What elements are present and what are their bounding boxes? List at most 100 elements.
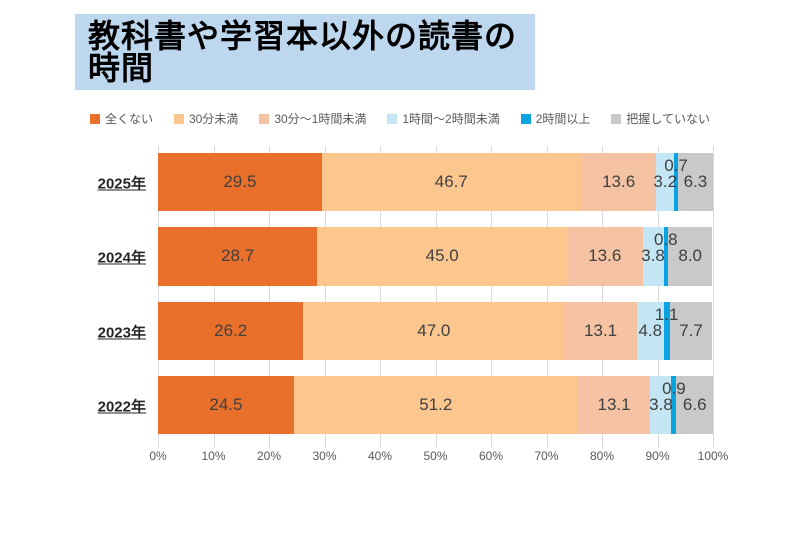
year-label: 2022年 bbox=[97, 398, 146, 416]
legend-label: 全くない bbox=[104, 112, 153, 126]
stacked-bar: 29.5 46.7 13.6 3.2 0.7 6.3 bbox=[158, 153, 713, 212]
legend-swatch bbox=[520, 113, 531, 124]
legend-label: 1時間～2時間未満 bbox=[402, 112, 500, 126]
x-tick-label: 10% bbox=[201, 449, 226, 463]
x-tick-label: 20% bbox=[256, 449, 282, 463]
gridline bbox=[435, 146, 437, 448]
segment-value-label: 6.3 bbox=[683, 172, 708, 192]
plot-area: 2025年 29.5 46.7 13.6 3.2 0.7 6.3 2024年 28.7 45.0 1… bbox=[98, 146, 714, 448]
x-tick-label: 30% bbox=[312, 449, 337, 463]
bar-row: 2023年 26.2 47.0 13.1 4.8 1.1 7.7 bbox=[98, 295, 713, 369]
legend-swatch bbox=[259, 113, 270, 124]
segment-value-label: 46.7 bbox=[434, 172, 468, 192]
legend-item: 1時間～2時間未満 bbox=[387, 110, 500, 127]
segment-value-label: 0.9 bbox=[662, 378, 686, 398]
year-label: 2023年 bbox=[97, 324, 146, 342]
segment-value-label: 0.8 bbox=[653, 230, 678, 250]
bar-segment: 13.6 bbox=[567, 227, 643, 286]
stacked-bar: 24.5 51.2 13.1 3.8 0.9 6.6 bbox=[158, 375, 714, 434]
legend: 全くない 30分未満 30分～1時間未満 1時間～2時間未満 2時間以上 把握していない bbox=[0, 110, 800, 127]
gridline bbox=[546, 146, 548, 448]
segment-value-label: 13.6 bbox=[602, 172, 636, 192]
segment-value-label: 4.8 bbox=[638, 320, 663, 340]
x-tick-label: 90% bbox=[645, 449, 670, 463]
title-banner: 教科書や学習本以外の読書の時間 bbox=[75, 14, 535, 90]
legend-swatch bbox=[611, 113, 622, 124]
bar-segment: 45.0 bbox=[317, 227, 568, 286]
bar-segment: 46.7 bbox=[321, 153, 581, 212]
year-label: 2024年 bbox=[97, 249, 146, 267]
x-tick-label: 40% bbox=[367, 449, 393, 463]
bar-segment: 3.8 bbox=[641, 227, 665, 286]
bar-segment: 4.8 bbox=[636, 301, 664, 360]
bar-row: 2022年 24.5 51.2 13.1 3.8 0.9 6.6 bbox=[98, 369, 714, 443]
year-label: 2025年 bbox=[97, 175, 146, 193]
bar-segment: 1.1 bbox=[655, 301, 678, 360]
bar-segment: 13.6 bbox=[580, 153, 657, 212]
gridline bbox=[269, 146, 270, 448]
segment-value-label: 47.0 bbox=[417, 320, 451, 340]
legend-label: 30分未満 bbox=[188, 112, 239, 126]
segment-value-label: 45.0 bbox=[425, 246, 459, 266]
bar-segment: 26.2 bbox=[158, 301, 304, 360]
bar-row: 2024年 28.7 45.0 13.6 3.8 0.8 8.0 bbox=[98, 220, 713, 294]
segment-value-label: 51.2 bbox=[419, 394, 453, 414]
segment-value-label: 3.8 bbox=[649, 394, 673, 414]
x-tick-label: 0% bbox=[149, 449, 167, 463]
segment-value-label: 6.6 bbox=[682, 394, 707, 414]
gridline bbox=[213, 146, 215, 448]
legend-item: 30分未満 bbox=[173, 110, 239, 127]
bar-segment: 13.1 bbox=[564, 301, 637, 360]
chart-title: 教科書や学習本以外の読書の時間 bbox=[88, 18, 518, 86]
x-tick-label: 100% bbox=[697, 449, 729, 463]
bar-segment: 3.8 bbox=[649, 375, 673, 434]
gridline bbox=[602, 146, 603, 448]
gridline bbox=[713, 146, 714, 448]
legend-swatch bbox=[173, 113, 184, 124]
gridline bbox=[491, 146, 492, 448]
legend-swatch bbox=[89, 113, 100, 124]
x-tick-label: 70% bbox=[534, 449, 559, 463]
bar-segment: 47.0 bbox=[303, 301, 565, 360]
segment-value-label: 7.7 bbox=[679, 320, 703, 340]
bar-segment: 6.3 bbox=[677, 153, 713, 212]
bar-segment: 6.6 bbox=[676, 375, 714, 434]
segment-value-label: 8.0 bbox=[678, 246, 703, 266]
segment-value-label: 3.8 bbox=[641, 246, 665, 266]
segment-value-label: 13.1 bbox=[597, 394, 631, 414]
x-tick-label: 80% bbox=[589, 449, 615, 463]
stacked-bar: 28.7 45.0 13.6 3.8 0.8 8.0 bbox=[158, 227, 713, 286]
bar-segment: 29.5 bbox=[158, 153, 322, 212]
stacked-bar: 26.2 47.0 13.1 4.8 1.1 7.7 bbox=[158, 301, 713, 360]
gridline bbox=[158, 146, 159, 448]
gridline bbox=[657, 146, 659, 448]
gridline bbox=[380, 146, 381, 448]
bar-rows: 2025年 29.5 46.7 13.6 3.2 0.7 6.3 2024年 28.7 45.0 1… bbox=[98, 146, 714, 443]
segment-value-label: 13.1 bbox=[584, 320, 618, 340]
bar-segment: 28.7 bbox=[158, 227, 318, 286]
bar-segment: 13.1 bbox=[577, 375, 651, 434]
gridline bbox=[324, 146, 326, 448]
segment-value-label: 1.1 bbox=[654, 304, 679, 324]
bar-segment: 8.0 bbox=[668, 227, 713, 286]
bar-row: 2025年 29.5 46.7 13.6 3.2 0.7 6.3 bbox=[98, 146, 713, 220]
legend-label: 30分～1時間未満 bbox=[274, 112, 367, 126]
legend-item: 2時間以上 bbox=[520, 110, 591, 127]
legend-item: 把握していない bbox=[611, 110, 710, 127]
segment-value-label: 24.5 bbox=[209, 394, 243, 414]
bar-segment: 7.7 bbox=[669, 301, 713, 360]
legend-item: 全くない bbox=[89, 110, 153, 127]
legend-item: 30分～1時間未満 bbox=[259, 110, 366, 127]
bar-segment: 0.7 bbox=[664, 153, 688, 212]
segment-value-label: 26.2 bbox=[214, 320, 248, 340]
segment-value-label: 3.2 bbox=[653, 172, 678, 192]
bar-segment: 0.8 bbox=[654, 227, 678, 286]
segment-value-label: 28.7 bbox=[221, 246, 255, 266]
bar-segment: 51.2 bbox=[293, 375, 578, 434]
bar-segment: 0.9 bbox=[662, 375, 686, 434]
legend-swatch bbox=[387, 113, 398, 124]
bar-segment: 24.5 bbox=[158, 375, 294, 434]
legend-label: 2時間以上 bbox=[535, 112, 591, 126]
legend-label: 把握していない bbox=[626, 112, 711, 126]
x-axis: 0% 10% 20% 30% 40% 50% 60% 70% 80% 90% 100% bbox=[149, 449, 728, 465]
